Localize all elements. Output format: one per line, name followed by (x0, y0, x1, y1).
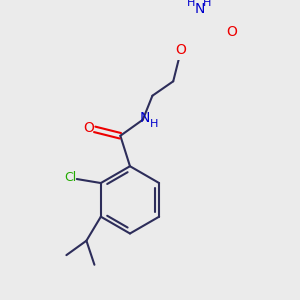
Text: N: N (140, 111, 150, 125)
Text: H: H (150, 119, 158, 129)
Text: O: O (84, 121, 94, 135)
Text: Cl: Cl (64, 171, 76, 184)
Text: H: H (203, 0, 211, 8)
Text: O: O (226, 25, 237, 39)
Text: N: N (194, 2, 205, 16)
Text: H: H (187, 0, 195, 8)
Text: O: O (175, 43, 186, 57)
